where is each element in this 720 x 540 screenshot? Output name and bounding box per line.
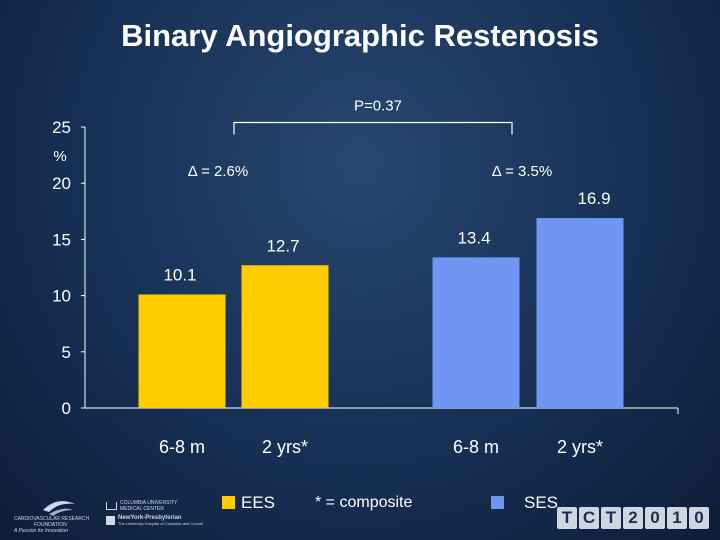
x-tick-label: 2 yrs* (557, 437, 603, 457)
delta-ees-label: Δ = 2.6% (188, 163, 248, 180)
legend-swatch-ses (491, 496, 504, 509)
y-tick-label: 25 (52, 118, 71, 137)
tct-2010-logo: T C T 2 0 1 0 (557, 507, 709, 531)
tct-letter: 2 (623, 507, 643, 529)
data-label: 13.4 (457, 228, 490, 247)
bar (138, 294, 226, 408)
delta-ses-label: Δ = 3.5% (492, 163, 552, 180)
y-tick-label: 0 (62, 399, 71, 418)
columbia-logo: COLUMBIA UNIVERSITY MEDICAL CENTER NewYo… (106, 500, 206, 527)
p-value-label: P=0.37 (354, 98, 402, 115)
x-tick-label: 6-8 m (159, 437, 205, 457)
nyp-square-icon (106, 516, 115, 526)
y-tick-label: 10 (52, 287, 71, 306)
crf-text-1: CARDIOVASCULAR RESEARCH (14, 516, 90, 522)
y-tick-label: 5 (62, 343, 71, 362)
legend-label-ses: SES (524, 493, 559, 512)
bar (241, 265, 329, 408)
tct-letter: C (579, 507, 599, 529)
columbia-text-1: COLUMBIA UNIVERSITY (120, 500, 178, 506)
bar (432, 257, 520, 408)
tct-letter: 1 (667, 507, 687, 529)
tct-letter: T (601, 507, 621, 529)
columbia-text-2: MEDICAL CENTER (120, 506, 164, 512)
data-label: 16.9 (577, 189, 610, 208)
crf-text-2: FOUNDATION (34, 522, 67, 528)
crf-swirl-icon (43, 501, 75, 516)
x-tick-label: 2 yrs* (262, 437, 308, 457)
crf-text-3: A Passion for Innovation (14, 528, 69, 534)
legend-swatch-ees (222, 496, 235, 509)
legend-label-ees: EES (241, 493, 276, 512)
bar (536, 218, 624, 408)
y-axis-unit-label: % (53, 148, 66, 165)
tct-letter: 0 (645, 507, 665, 529)
crown-icon (106, 502, 117, 510)
composite-note: * = composite (315, 494, 413, 511)
p-value-bracket (233, 121, 513, 135)
page-title: Binary Angiographic Restenosis (121, 18, 599, 53)
y-tick-label: 15 (52, 230, 71, 249)
y-tick-label: 20 (52, 174, 71, 193)
x-tick-label: 6-8 m (453, 437, 499, 457)
data-label: 12.7 (266, 236, 299, 255)
crf-logo: CARDIOVASCULAR RESEARCH FOUNDATION A Pas… (14, 498, 104, 534)
nyp-text-1: NewYork-Presbyterian (118, 515, 182, 521)
nyp-text-2: The University Hospital of Columbia and … (118, 521, 204, 527)
data-label: 10.1 (163, 265, 196, 284)
tct-letter: T (557, 507, 577, 529)
tct-letter: 0 (689, 507, 709, 529)
